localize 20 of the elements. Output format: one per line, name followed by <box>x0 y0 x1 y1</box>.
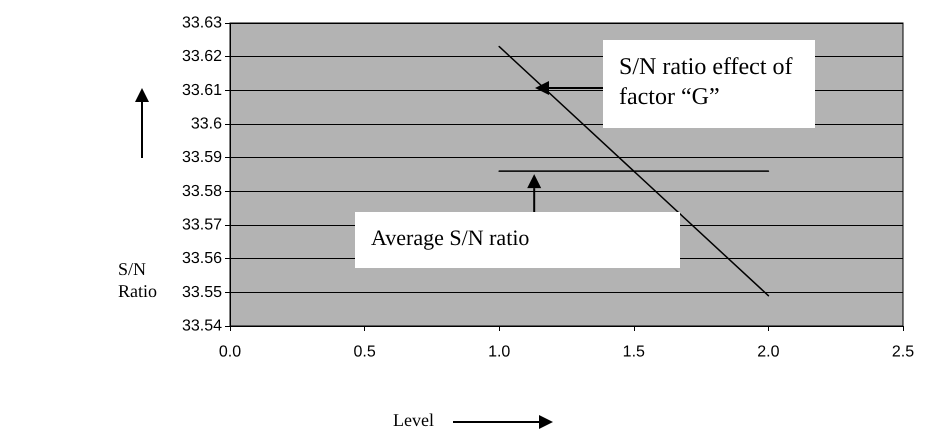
y-tick-label: 33.63 <box>182 14 222 32</box>
note-box: S/N ratio effect of factor “G” <box>603 40 815 128</box>
y-tick-label: 33.55 <box>182 284 222 301</box>
x-tick-label: 1.0 <box>488 344 510 360</box>
x-tick-label: 0.0 <box>218 344 242 360</box>
y-tick-label: 33.54 <box>182 318 222 334</box>
y-tick-label: 33.62 <box>182 48 222 66</box>
y-tick-label: 33.61 <box>182 82 222 99</box>
x-tick-label: 0.5 <box>353 344 376 360</box>
y-tick-label: 33.57 <box>182 216 222 234</box>
y-tick-label: 33.6 <box>190 116 222 132</box>
x-axis-title: Level <box>393 410 434 431</box>
y-tick-label: 33.59 <box>182 149 222 166</box>
y-tick-label: 33.56 <box>182 250 222 268</box>
note-box: Average S/N ratio <box>355 212 680 268</box>
x-tick-label: 2.5 <box>892 344 914 360</box>
y-tick-label: 33.58 <box>182 182 222 200</box>
x-tick-label: 1.5 <box>622 344 646 360</box>
y-axis-title: S/N Ratio <box>118 258 158 302</box>
x-tick-label: 2.0 <box>757 344 780 360</box>
